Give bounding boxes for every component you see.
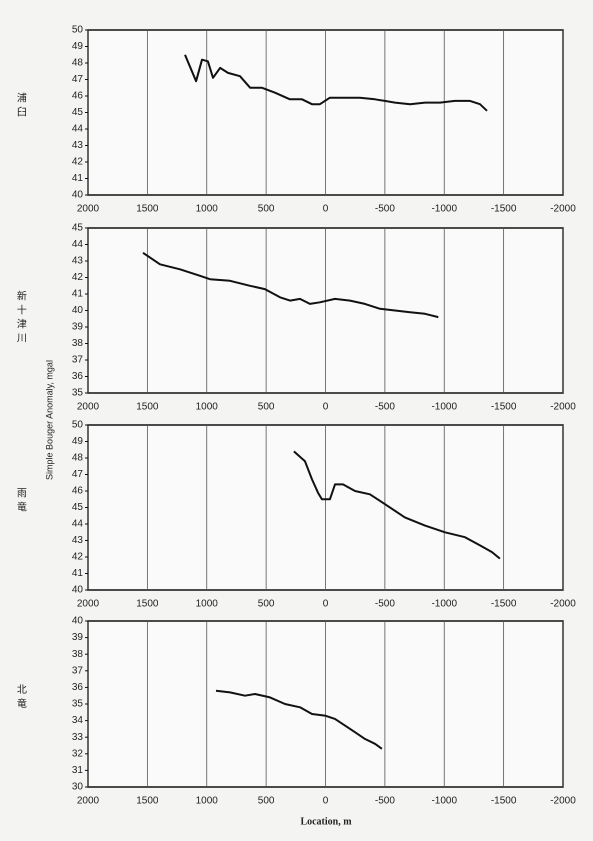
y-tick-label: 44 — [72, 519, 84, 530]
site-name: 浦臼 — [14, 91, 26, 120]
x-tick-label: -1000 — [431, 204, 457, 215]
data-line — [142, 251, 439, 319]
y-tick-label: 46 — [72, 91, 84, 102]
x-tick-label: 2000 — [77, 204, 100, 215]
x-tick-label: 500 — [258, 402, 275, 413]
site-name: 雨竜 — [14, 488, 26, 516]
x-tick-label: -1000 — [431, 599, 457, 610]
y-tick-label: 36 — [72, 682, 84, 693]
y-tick-label: 42 — [72, 157, 84, 168]
x-tick-label: 0 — [323, 599, 329, 610]
x-tick-label: 1000 — [196, 796, 219, 807]
y-tick-label: 40 — [72, 616, 84, 627]
y-tick-label: 37 — [72, 355, 84, 366]
x-tick-label: -1500 — [491, 402, 517, 413]
x-tick-label: -1000 — [431, 402, 457, 413]
site-name: 北竜 — [14, 684, 26, 712]
y-tick-label: 40 — [72, 190, 84, 201]
y-tick-label: 46 — [72, 486, 84, 497]
x-axis-label: Location, m — [300, 816, 352, 827]
x-tick-label: 1500 — [136, 204, 159, 215]
y-tick-label: 49 — [72, 436, 84, 447]
y-tick-label: 45 — [72, 107, 84, 118]
x-tick-label: 0 — [323, 402, 329, 413]
y-tick-label: 42 — [72, 272, 84, 283]
x-tick-label: -500 — [375, 204, 395, 215]
x-tick-label: -2000 — [550, 599, 576, 610]
x-tick-label: 1500 — [136, 796, 159, 807]
y-tick-label: 39 — [72, 322, 84, 333]
y-tick-label: 41 — [72, 289, 84, 300]
x-tick-label: -2000 — [550, 204, 576, 215]
y-tick-label: 39 — [72, 632, 84, 643]
x-tick-label: -500 — [375, 402, 395, 413]
y-tick-label: 35 — [72, 699, 84, 710]
y-tick-label: 47 — [72, 74, 84, 85]
x-tick-label: -2000 — [550, 796, 576, 807]
y-tick-label: 44 — [72, 124, 84, 135]
y-tick-label: 41 — [72, 173, 84, 184]
y-tick-label: 43 — [72, 535, 84, 546]
x-tick-label: 1000 — [196, 204, 219, 215]
y-tick-label: 32 — [72, 748, 84, 759]
x-tick-label: -500 — [375, 796, 395, 807]
y-tick-label: 48 — [72, 58, 84, 69]
data-line — [293, 450, 501, 560]
x-tick-label: 1000 — [196, 402, 219, 413]
y-tick-label: 35 — [72, 388, 84, 399]
site-name: 新十津川 — [14, 289, 26, 346]
x-tick-label: 1000 — [196, 599, 219, 610]
data-line — [184, 54, 488, 112]
y-tick-label: 38 — [72, 338, 84, 349]
y-tick-label: 50 — [72, 25, 84, 36]
x-tick-label: 1500 — [136, 599, 159, 610]
y-tick-label: 47 — [72, 469, 84, 480]
y-axis-label: Simple Bouger Anomaly, mgal — [44, 360, 54, 480]
x-tick-label: 2000 — [77, 402, 100, 413]
x-tick-label: -1000 — [431, 796, 457, 807]
x-tick-label: 500 — [258, 204, 275, 215]
x-tick-label: 1500 — [136, 402, 159, 413]
x-tick-label: -1500 — [491, 599, 517, 610]
y-tick-label: 41 — [72, 568, 84, 579]
y-tick-label: 48 — [72, 453, 84, 464]
y-tick-label: 45 — [72, 502, 84, 513]
y-tick-label: 42 — [72, 552, 84, 563]
y-tick-label: 44 — [72, 239, 84, 250]
x-tick-label: 500 — [258, 599, 275, 610]
y-tick-label: 31 — [72, 765, 84, 776]
y-tick-label: 40 — [72, 585, 84, 596]
x-tick-label: -1500 — [491, 204, 517, 215]
y-tick-label: 33 — [72, 732, 84, 743]
y-tick-label: 43 — [72, 140, 84, 151]
x-tick-label: 0 — [323, 796, 329, 807]
y-tick-label: 30 — [72, 782, 84, 793]
x-tick-label: 2000 — [77, 599, 100, 610]
y-tick-label: 36 — [72, 371, 84, 382]
x-tick-label: -500 — [375, 599, 395, 610]
y-tick-label: 38 — [72, 649, 84, 660]
y-tick-label: 49 — [72, 41, 84, 52]
y-tick-label: 50 — [72, 420, 84, 431]
y-tick-label: 34 — [72, 715, 84, 726]
x-tick-label: 2000 — [77, 796, 100, 807]
data-line — [215, 689, 383, 750]
y-tick-label: 37 — [72, 665, 84, 676]
x-tick-label: -1500 — [491, 796, 517, 807]
y-tick-label: 45 — [72, 223, 84, 234]
x-tick-label: 0 — [323, 204, 329, 215]
y-tick-label: 43 — [72, 256, 84, 267]
x-tick-label: 500 — [258, 796, 275, 807]
x-tick-label: -2000 — [550, 402, 576, 413]
y-tick-label: 40 — [72, 305, 84, 316]
